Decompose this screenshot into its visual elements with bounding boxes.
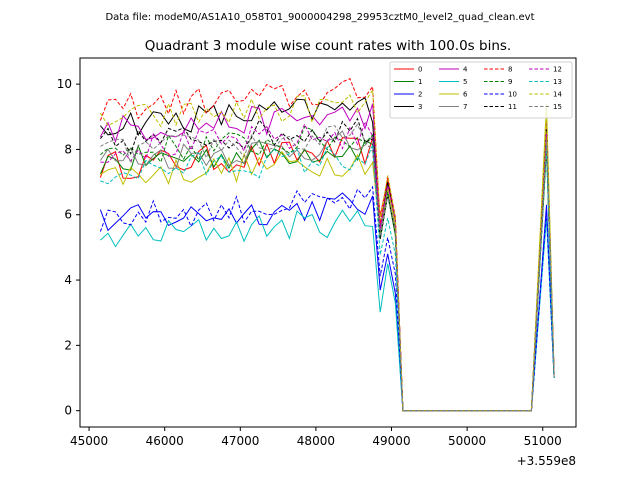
x-offset-label: +3.559e8 (517, 454, 576, 468)
legend-box (389, 61, 573, 119)
chart-suptitle: Data file: modeM0/AS1A10_058T01_90000042… (105, 12, 534, 23)
series-line-9 (100, 125, 555, 412)
series-line-11 (99, 117, 555, 412)
legend-label-9: 9 (508, 78, 512, 86)
y-tick-label: 8 (64, 142, 72, 156)
series-line-4 (99, 103, 555, 412)
x-tick-label: 46000 (146, 434, 184, 448)
series-layer (99, 78, 555, 412)
chart-title: Quadrant 3 module wise count rates with … (145, 38, 511, 54)
legend-label-0: 0 (418, 66, 422, 74)
legend-label-5: 5 (463, 78, 467, 86)
legend-label-4: 4 (463, 66, 468, 74)
legend-label-10: 10 (508, 91, 517, 99)
series-line-8 (99, 78, 555, 412)
y-tick-label: 10 (57, 77, 72, 91)
y-tick-label: 0 (64, 404, 72, 418)
plot-area (80, 58, 576, 427)
legend-label-11: 11 (508, 103, 517, 111)
series-line-0 (99, 137, 555, 412)
legend-label-13: 13 (553, 78, 562, 86)
y-tick-label: 6 (64, 208, 72, 222)
legend-label-7: 7 (463, 103, 467, 111)
series-line-14 (99, 88, 555, 412)
legend-label-2: 2 (418, 91, 422, 99)
series-line-12 (100, 120, 555, 412)
x-tick-label: 49000 (372, 434, 410, 448)
x-tick-label: 48000 (297, 434, 335, 448)
legend-label-8: 8 (508, 66, 512, 74)
legend-label-3: 3 (418, 103, 422, 111)
x-tick-label: 45000 (70, 434, 108, 448)
legend-label-14: 14 (553, 91, 562, 99)
x-tick-label: 50000 (448, 434, 486, 448)
series-line-15 (100, 123, 555, 412)
legend-label-12: 12 (553, 66, 562, 74)
legend-label-1: 1 (418, 78, 422, 86)
legend-label-15: 15 (553, 103, 562, 111)
axes-layer: 45000 46000 47000 48000 49000 50000 51000 0 2 4 6 8… (57, 77, 562, 448)
series-line-2 (99, 192, 555, 412)
legend-label-6: 6 (463, 91, 468, 99)
plot-frame (79, 57, 577, 428)
series-line-5 (100, 209, 555, 412)
y-tick-label: 4 (64, 273, 72, 287)
series-line-1 (99, 139, 555, 412)
series-line-10 (99, 185, 555, 412)
x-tick-label: 51000 (524, 434, 562, 448)
series-line-3 (100, 97, 555, 412)
series-line-6 (100, 103, 555, 412)
y-tick-label: 2 (64, 338, 72, 352)
series-line-13 (100, 144, 555, 412)
x-tick-label: 47000 (221, 434, 259, 448)
